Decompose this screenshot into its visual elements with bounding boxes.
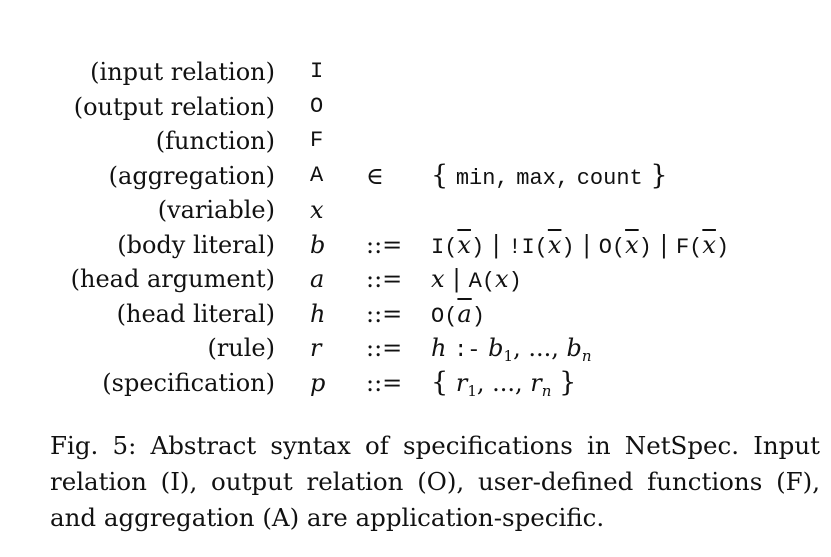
row-operator: ::= [366,299,403,328]
row-symbol: I [310,59,324,84]
row-label: (head literal) [116,299,275,328]
grammar-table: (input relation) I (output relation) O (… [0,55,831,400]
row-label: (output relation) [73,92,275,121]
grammar-row-head-argument: (head argument) a ::= x | A(x) [0,262,831,297]
row-label: (head argument) [70,265,275,293]
row-label: (aggregation) [108,161,275,190]
row-production: I(x) | !I(x) | O(x) | F(x) [431,230,730,260]
row-operator: ::= [366,368,403,397]
grammar-row-rule: (rule) r ::= h :- b1, ..., bn [0,331,831,366]
row-operator: ::= [366,230,403,259]
row-symbol: r [310,334,322,362]
row-symbol: h [310,299,326,328]
grammar-row-head-literal: (head literal) h ::= O(a) [0,297,831,332]
grammar-row-input-relation: (input relation) I [0,55,831,90]
aggregate-count: count [576,165,643,191]
row-symbol: A [310,162,324,188]
grammar-row-specification: (specification) p ::= { r1, ..., rn } [0,366,831,401]
aggregate-min: min, [455,165,509,191]
row-operator: ::= [366,265,403,293]
row-production: h :- b1, ..., bn [431,334,592,365]
grammar-row-body-literal: (body literal) b ::= I(x) | !I(x) | O(x) | F(x… [0,228,831,263]
row-label: (specification) [102,368,275,397]
row-production: x | A(x) [431,265,522,294]
row-symbol: F [310,128,324,153]
row-symbol: b [310,230,326,259]
close-brace: } [650,159,668,191]
aggregate-max: max, [516,165,570,191]
row-symbol: p [310,368,326,397]
row-operator: ::= [366,334,403,362]
open-brace: { [431,159,449,191]
row-symbol: a [310,265,325,293]
row-symbol: x [310,196,324,224]
row-production: O(a) [431,299,485,329]
row-symbol: O [310,93,324,119]
row-label: (input relation) [90,58,275,86]
row-label: (function) [155,127,275,155]
row-operator: ∈ [366,161,384,190]
row-label: (body literal) [117,230,275,259]
row-production: { r1, ..., rn } [431,366,577,400]
figure-caption: Fig. 5: Abstract syntax of specification… [50,431,820,532]
grammar-row-output-relation: (output relation) O [0,90,831,125]
row-label: (variable) [157,196,275,224]
row-production: { min, max, count } [431,159,668,196]
row-label: (rule) [207,334,275,362]
grammar-row-function: (function) F [0,124,831,159]
grammar-row-variable: (variable) x [0,193,831,228]
grammar-row-aggregation: (aggregation) A ∈ { min, max, count } [0,159,831,194]
